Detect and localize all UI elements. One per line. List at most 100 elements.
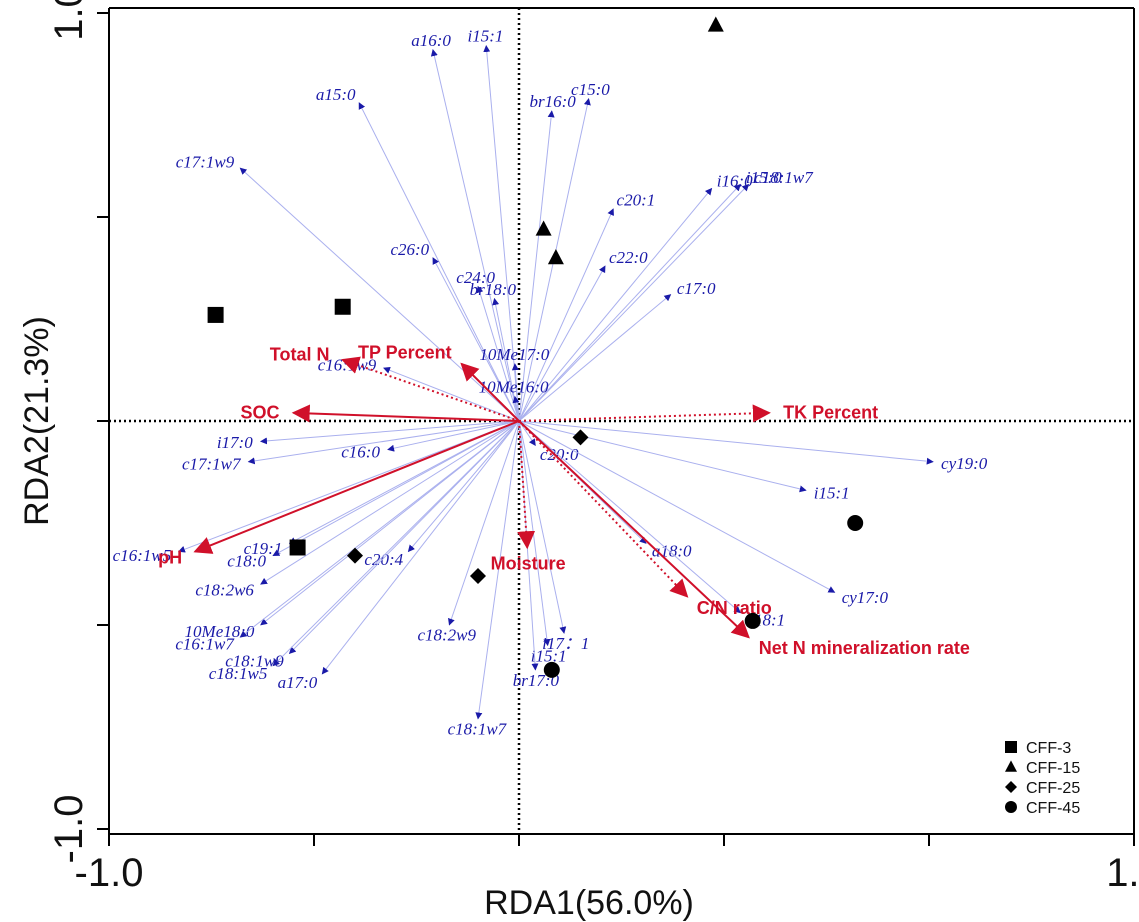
sample-point-cff-3 bbox=[289, 539, 306, 556]
legend-label-cff-45: CFF-45 bbox=[1026, 800, 1080, 817]
env-vector-moisture bbox=[517, 420, 536, 550]
legend-marker-cff-3 bbox=[1005, 741, 1017, 753]
species-vector-c20-0 bbox=[518, 420, 536, 447]
species-label: c18:1w7 bbox=[754, 168, 814, 187]
species-vector-i17-1 bbox=[518, 420, 567, 634]
sample-point-cff-3 bbox=[207, 306, 224, 323]
species-label: i16:0 bbox=[717, 172, 753, 191]
axes bbox=[97, 7, 1135, 846]
legend-label-cff-15: CFF-15 bbox=[1026, 760, 1080, 777]
env-vector-tp-percent bbox=[460, 362, 520, 422]
species-vector-c16-1w5 bbox=[178, 420, 520, 553]
species-label: c20:4 bbox=[364, 550, 403, 569]
species-label: c16:1w5 bbox=[113, 546, 172, 565]
sample-point-cff-25 bbox=[347, 547, 363, 564]
sample-point-cff-25 bbox=[572, 429, 589, 446]
species-vector-cy17-0 bbox=[518, 420, 836, 593]
species-vector-c26-0 bbox=[432, 257, 520, 422]
x-tick-label: 1.5 bbox=[1106, 851, 1139, 895]
species-vector-c18-1w5 bbox=[272, 420, 520, 667]
y-tick-labels: 1.0 -1.0 bbox=[47, 0, 91, 863]
species-label: c18:2w6 bbox=[195, 581, 254, 600]
env-vector-c-n-ratio bbox=[518, 420, 689, 598]
species-label: c20:1 bbox=[617, 191, 656, 210]
species-label: c16:1w7 bbox=[175, 634, 235, 653]
species-vector-a15-0 bbox=[358, 102, 520, 422]
y-ticks bbox=[97, 12, 109, 830]
species-vector-i15-1 bbox=[483, 44, 520, 422]
env-label: pH bbox=[158, 548, 182, 568]
species-label: i15:1 bbox=[531, 646, 567, 665]
species-label: c18:1w7 bbox=[448, 720, 508, 739]
species-label: c18:1w9 bbox=[225, 652, 284, 671]
species-label: i17：1 bbox=[542, 634, 589, 653]
species-label: c18:0 bbox=[227, 551, 266, 570]
species-vector-c18-1 bbox=[518, 420, 741, 614]
species-label: c20:0 bbox=[540, 445, 579, 464]
species-vector-a17-0 bbox=[321, 420, 520, 675]
x-tick-labels: -1.0 1.5 bbox=[75, 851, 1139, 895]
sample-point-cff-25 bbox=[470, 568, 486, 585]
species-vector-i15-1 bbox=[518, 420, 807, 493]
legend-label-cff-3: CFF-3 bbox=[1026, 740, 1071, 757]
species-label: a15:0 bbox=[316, 85, 356, 104]
species-vector-i16-0 bbox=[518, 187, 713, 422]
legend-marker-cff-25 bbox=[1005, 781, 1017, 793]
y-tick-label: 1.0 bbox=[47, 0, 91, 41]
x-axis-title: RDA1(56.0%) bbox=[484, 884, 694, 922]
sample-point-cff-3 bbox=[334, 298, 351, 315]
species-label: c18:2w9 bbox=[417, 625, 476, 644]
species-vector-c18-1w7 bbox=[518, 183, 750, 422]
legend: CFF-3 CFF-15 CFF-25 CFF-45 bbox=[1005, 740, 1080, 817]
species-vector-br16-0 bbox=[518, 110, 555, 422]
species-vector-c24-0 bbox=[476, 285, 520, 422]
env-label: Net N mineralization rate bbox=[759, 638, 970, 658]
species-label: br18:0 bbox=[470, 280, 517, 299]
species-label: cy17:0 bbox=[842, 588, 889, 607]
species-vector-10me17-0 bbox=[511, 363, 520, 422]
legend-marker-cff-15 bbox=[1005, 760, 1017, 772]
env-vector-soc bbox=[291, 404, 520, 423]
species-label: br16:0 bbox=[530, 92, 577, 111]
species-vector-c20-4 bbox=[407, 420, 520, 553]
env-label: C/N ratio bbox=[697, 598, 772, 618]
species-vector-10me16-0 bbox=[512, 395, 520, 422]
species-vector-c16-1w9 bbox=[383, 367, 520, 422]
species-vector-c22-0 bbox=[518, 265, 606, 422]
x-tick-label: -1.0 bbox=[75, 851, 144, 895]
y-tick-label: -1.0 bbox=[47, 795, 91, 864]
env-label: TP Percent bbox=[358, 343, 452, 363]
species-label: a17:0 bbox=[278, 673, 318, 692]
species-label: c26:0 bbox=[390, 240, 429, 259]
species-label: c17:1w7 bbox=[182, 454, 242, 473]
species-vector-c18-1w7 bbox=[475, 420, 520, 720]
species-label: c24:0 bbox=[456, 268, 495, 287]
species-vector-c16-0 bbox=[387, 420, 520, 452]
env-label: Total N bbox=[270, 345, 330, 365]
sample-points bbox=[207, 16, 864, 678]
species-label: c17:1w9 bbox=[176, 152, 235, 171]
species-label: c15:0 bbox=[571, 80, 610, 99]
species-vector-i15-0 bbox=[518, 183, 741, 422]
species-label: i15:0 bbox=[746, 168, 782, 187]
env-label: SOC bbox=[240, 402, 279, 422]
species-vector-c18-0 bbox=[272, 420, 520, 557]
species-vector-c17-1w7 bbox=[247, 420, 520, 465]
sample-point-cff-45 bbox=[847, 515, 864, 531]
species-label: i15:1 bbox=[814, 484, 850, 503]
env-label: Moisture bbox=[491, 553, 566, 573]
species-label: 10Me16:0 bbox=[479, 378, 549, 397]
species-vector-cy19-0 bbox=[518, 420, 934, 465]
species-label: i15:1 bbox=[468, 27, 504, 46]
species-label: 10Me18:0 bbox=[185, 622, 255, 641]
species-vector-i17-0 bbox=[260, 420, 520, 445]
species-vector-a16-0 bbox=[430, 49, 520, 422]
sample-point-cff-45 bbox=[744, 612, 761, 629]
x-ticks bbox=[108, 834, 1135, 846]
y-axis-title: RDA2(21.3%) bbox=[18, 316, 56, 526]
sample-point-cff-45 bbox=[543, 661, 560, 678]
species-label: c18:1w5 bbox=[209, 664, 268, 683]
species-label: i17:0 bbox=[217, 433, 253, 452]
env-vector-net-n-mineralization-rate bbox=[518, 420, 750, 639]
